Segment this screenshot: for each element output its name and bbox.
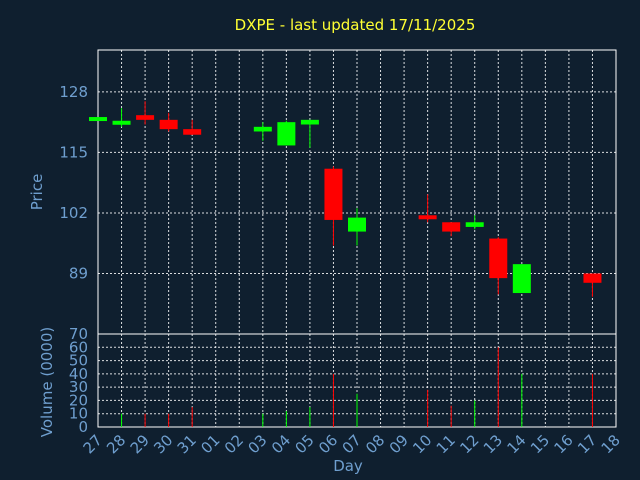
x-tick-label: 07 xyxy=(339,431,365,457)
price-tick-label: 115 xyxy=(59,143,88,161)
candle-body xyxy=(583,273,602,283)
candle-body xyxy=(348,217,366,232)
candle-body xyxy=(277,122,296,146)
x-tick-label: 04 xyxy=(268,431,294,457)
candle-body xyxy=(324,168,343,220)
x-tick-label: 28 xyxy=(103,431,129,457)
x-tick-label: 29 xyxy=(127,431,153,457)
x-tick-label: 14 xyxy=(503,431,529,457)
x-tick-label: 13 xyxy=(480,431,506,457)
x-tick-label: 02 xyxy=(221,431,247,457)
x-tick-label: 09 xyxy=(386,431,412,457)
candle-body xyxy=(300,119,319,125)
x-tick-label: 30 xyxy=(150,431,176,457)
candle-body xyxy=(89,117,107,122)
x-axis-label: Day xyxy=(333,457,363,475)
price-tick-label: 128 xyxy=(59,83,88,101)
x-tick-label: 11 xyxy=(433,431,459,457)
candle-body xyxy=(489,238,508,279)
x-tick-label: 15 xyxy=(527,431,553,457)
x-tick-label: 12 xyxy=(456,431,482,457)
volume-tick-label: 60 xyxy=(69,338,88,356)
x-tick-label: 18 xyxy=(598,431,624,457)
candle-body xyxy=(112,120,131,125)
chart-layer: 8910211512801020304050607027282930310102… xyxy=(59,49,624,457)
price-axis-label: Price xyxy=(28,174,46,211)
volume-tick-label: 0 xyxy=(78,418,88,436)
candle-body xyxy=(183,129,202,135)
x-tick-label: 16 xyxy=(551,431,577,457)
candle-body xyxy=(159,119,178,130)
x-tick-label: 06 xyxy=(315,431,341,457)
candle-body xyxy=(442,222,461,232)
volume-tick-label: 40 xyxy=(69,365,88,383)
x-tick-label: 05 xyxy=(292,431,318,457)
candle-body xyxy=(512,264,531,294)
price-tick-label: 89 xyxy=(69,264,88,282)
candle-body xyxy=(418,215,437,220)
candle-body xyxy=(253,126,272,132)
volume-tick-label: 30 xyxy=(69,378,88,396)
x-tick-label: 10 xyxy=(409,431,435,457)
volume-tick-label: 10 xyxy=(69,405,88,423)
candle-body xyxy=(136,115,155,120)
price-tick-label: 102 xyxy=(59,204,88,222)
x-tick-label: 08 xyxy=(362,431,388,457)
candle-body xyxy=(465,222,484,227)
volume-tick-label: 70 xyxy=(69,325,88,343)
volume-tick-label: 20 xyxy=(69,391,88,409)
x-tick-label: 31 xyxy=(174,431,200,457)
x-tick-label: 03 xyxy=(244,431,270,457)
x-tick-label: 17 xyxy=(574,431,600,457)
volume-tick-label: 50 xyxy=(69,352,88,370)
chart-title: DXPE - last updated 17/11/2025 xyxy=(235,16,476,34)
x-tick-label: 01 xyxy=(197,431,223,457)
volume-axis-label: Volume (0000) xyxy=(38,327,56,437)
